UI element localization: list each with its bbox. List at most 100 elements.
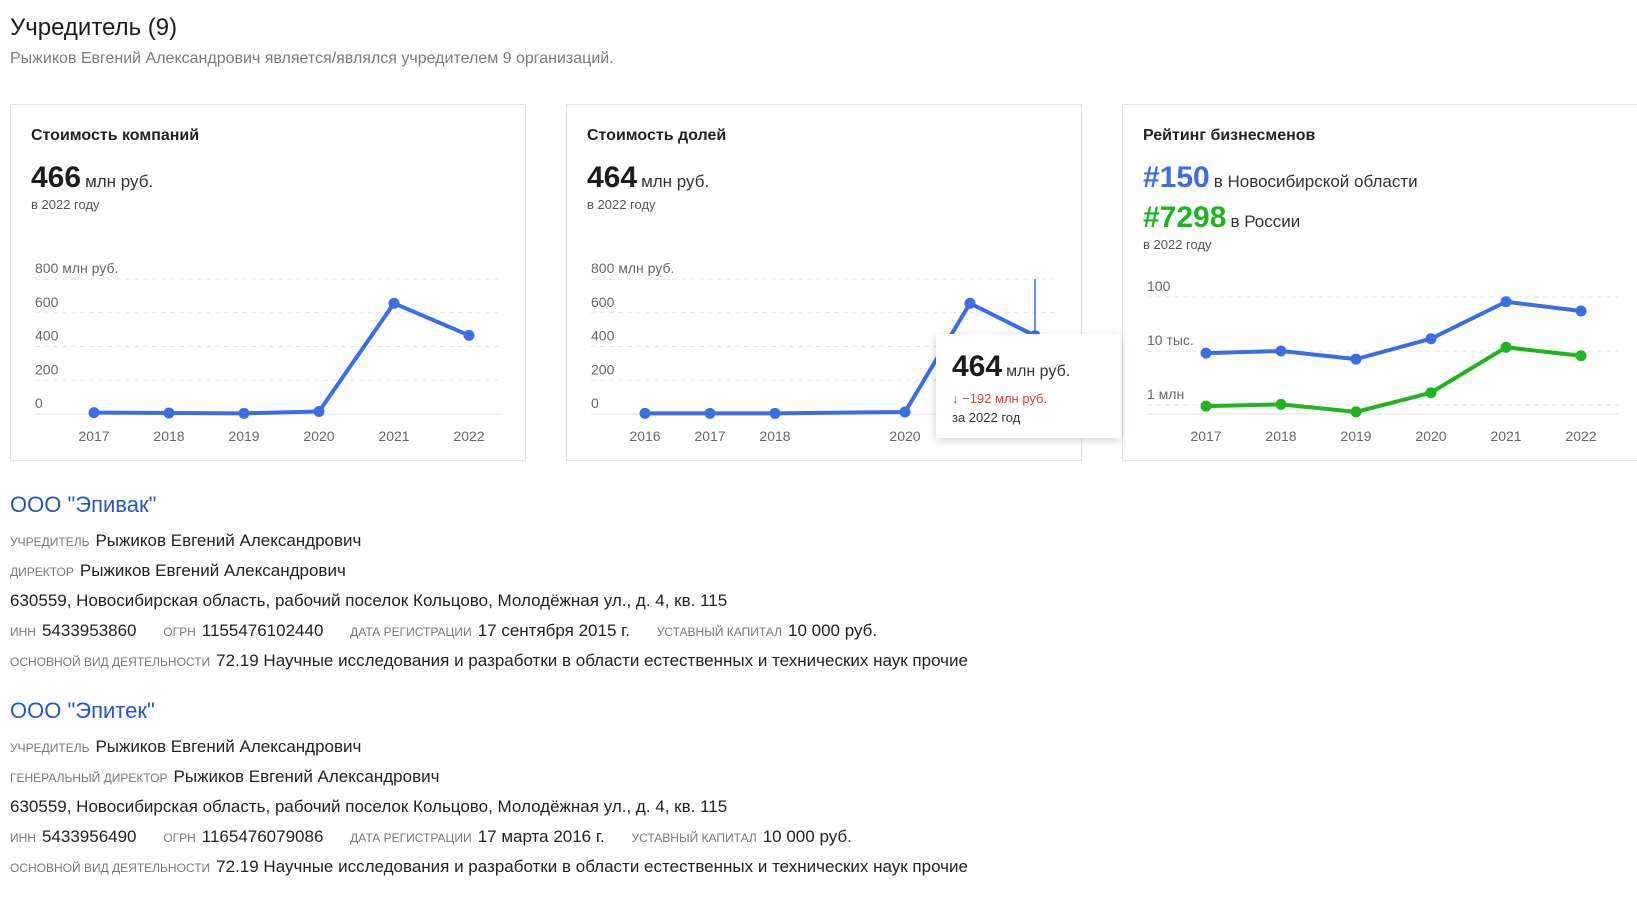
ogrn-label: огрн [163,625,196,639]
share-value: 464 млн руб. [587,161,709,195]
data-point [1500,341,1512,353]
company-value-number: 466 [31,161,82,194]
capital-label: уставный капитал [656,625,782,639]
card-title: Стоимость долей [587,127,727,144]
y-tick-label: 800 млн руб. [35,260,118,276]
y-tick-label: 800 млн руб. [591,260,674,276]
x-tick-label: 2021 [1490,428,1521,444]
org-director: директор Рыжиков Евгений Александрович [10,556,968,586]
capital-value: 10 000 руб. [787,621,878,640]
org-activity: основной вид деятельности 72.19 Научные и… [10,852,968,882]
data-point [313,405,325,417]
regional-rank-label: в Новосибирской области [1213,172,1418,191]
y-tick-label: 0 [35,395,43,411]
inn-label: инн [10,831,36,845]
chart-tooltip: 464 млн руб. ↓ −192 млн руб. за 2022 год [936,334,1121,438]
data-point [1575,305,1587,317]
capital-label: уставный капитал [631,831,757,845]
founder-label: учредитель [10,741,90,755]
org-founder: учредитель Рыжиков Евгений Александрович [10,732,968,762]
data-point [163,407,175,419]
data-point [1350,353,1362,365]
page-subtitle: Рыжиков Евгений Александрович является/я… [10,50,614,67]
director-value[interactable]: Рыжиков Евгений Александрович [173,767,440,786]
x-tick-label: 2022 [453,428,484,444]
reg-date-value: 17 марта 2016 г. [477,827,605,846]
data-point [769,407,781,419]
director-label: директор [10,565,74,579]
regional-rank-number: #150 [1143,161,1210,194]
activity-value: 72.19 Научные исследования и разработки … [216,857,968,876]
series-line [645,301,1036,416]
founder-value[interactable]: Рыжиков Евгений Александрович [95,737,362,756]
tooltip-value-unit: млн руб. [1006,363,1071,380]
org-director: генеральный директор Рыжиков Евгений Алек… [10,762,968,792]
x-tick-label: 2017 [78,428,109,444]
ogrn-label: огрн [163,831,196,845]
data-point [639,407,651,419]
y-tick-label: 200 [591,361,615,377]
data-point [964,297,976,309]
page-title: Учредитель (9) [10,14,178,41]
series-line [1205,299,1582,362]
org-card: ООО "Эпитек" учредитель Рыжиков Евгений А… [10,698,968,882]
org-name-link[interactable]: ООО "Эпивак" [10,492,157,517]
x-tick-label: 2019 [1340,428,1371,444]
y-tick-label: 100 [1147,278,1171,294]
data-point [1200,400,1212,412]
data-point [1425,387,1437,399]
org-card: ООО "Эпивак" учредитель Рыжиков Евгений А… [10,492,968,676]
director-value[interactable]: Рыжиков Евгений Александрович [79,561,346,580]
inn-value: 5433956490 [41,827,137,846]
x-tick-label: 2020 [1415,428,1446,444]
tooltip-value: 464 млн руб. [952,350,1070,384]
activity-value: 72.19 Научные исследования и разработки … [216,651,968,670]
card-title: Рейтинг бизнесменов [1143,127,1316,144]
founder-value[interactable]: Рыжиков Евгений Александрович [95,531,362,550]
capital-value: 10 000 руб. [762,827,852,846]
data-point [1575,350,1587,362]
x-tick-label: 2018 [759,428,790,444]
series-line [93,301,470,416]
org-requisites: инн 5433956490 огрн 1165476079086 дата рег… [10,822,968,852]
tooltip-period: за 2022 год [952,410,1021,425]
company-value-unit: млн руб. [85,172,154,191]
org-activity: основной вид деятельности 72.19 Научные и… [10,646,968,676]
y-tick-label: 400 [35,328,59,344]
data-point [238,407,250,419]
ogrn-value: 1155476102440 [201,621,324,640]
tooltip-delta: ↓ −192 млн руб. [952,391,1048,406]
regional-rank: #150 в Новосибирской области [1143,161,1418,195]
reg-date-value: 17 сентября 2015 г. [477,621,630,640]
data-point [88,407,100,419]
data-point [1500,296,1512,308]
data-point [704,407,716,419]
national-rank: #7298 в России [1143,201,1300,235]
inn-value: 5433953860 [41,621,137,640]
data-point [1275,345,1287,357]
tooltip-value-number: 464 [952,350,1003,383]
card-rating: Рейтинг бизнесменов #150 в Новосибирской … [1122,104,1637,461]
y-tick-label: 600 [591,294,615,310]
y-tick-label: 0 [591,395,599,411]
data-point [388,297,400,309]
company-value-note: в 2022 году [31,197,100,212]
y-tick-label: 400 [591,328,615,344]
reg-date-label: дата регистрации [350,831,472,845]
ogrn-value: 1165476079086 [201,827,324,846]
data-point [899,406,911,418]
org-address: 630559, Новосибирская область, рабочий п… [10,797,728,816]
card-company-value: Стоимость компаний 466 млн руб. в 2022 го… [10,104,526,461]
card-title: Стоимость компаний [31,127,200,144]
share-value-number: 464 [587,161,638,194]
founder-label: учредитель [10,535,90,549]
y-tick-label: 600 [35,294,59,310]
data-point [1350,406,1362,418]
activity-label: основной вид деятельности [10,655,211,669]
org-name-link[interactable]: ООО "Эпитек" [10,698,155,723]
y-tick-label: 200 [35,361,59,377]
x-tick-label: 2022 [1565,428,1596,444]
rating-note: в 2022 году [1143,237,1212,252]
y-tick-label: 10 тыс. [1147,332,1194,348]
y-tick-label: 1 млн [1147,386,1184,402]
